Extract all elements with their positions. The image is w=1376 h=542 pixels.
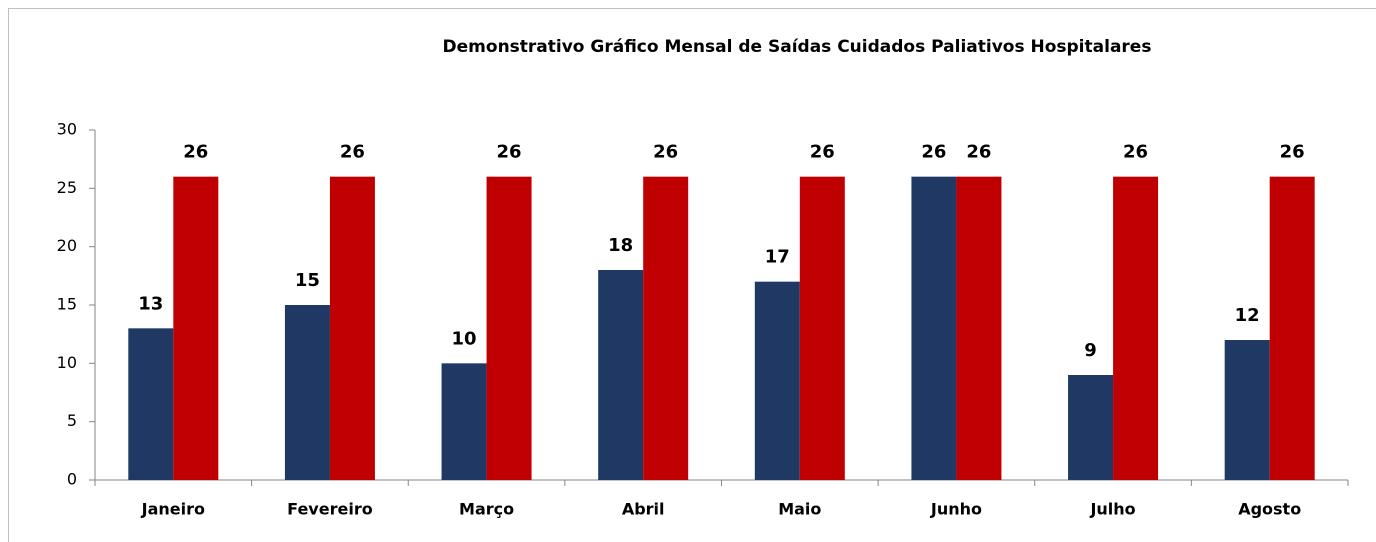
data-label: 26 (921, 142, 946, 163)
y-tick-label: 5 (67, 411, 77, 430)
bar (1224, 340, 1270, 480)
bar (754, 281, 800, 480)
data-label: 26 (183, 142, 208, 163)
bar (911, 176, 957, 480)
data-label: 26 (497, 142, 522, 163)
data-label: 17 (765, 247, 790, 268)
data-label: 26 (966, 142, 991, 163)
chart-frame (8, 8, 1376, 542)
y-tick-label: 20 (57, 236, 77, 255)
data-label: 12 (1235, 305, 1260, 326)
x-tick-label: Junho (930, 500, 982, 519)
data-label: 26 (340, 142, 365, 163)
y-tick-label: 15 (57, 295, 77, 314)
data-label: 26 (1123, 142, 1148, 163)
y-tick-label: 10 (57, 353, 77, 372)
x-tick-label: Fevereiro (287, 500, 373, 519)
chart-title: Demonstrativo Gráfico Mensal de Saídas C… (443, 37, 1152, 57)
x-tick-label: Abril (622, 500, 665, 519)
data-label: 26 (1280, 142, 1305, 163)
y-tick-label: 30 (57, 120, 77, 139)
x-tick-label: Janeiro (141, 500, 205, 519)
bar (284, 305, 330, 480)
bar (128, 328, 174, 480)
data-label: 26 (810, 142, 835, 163)
bar (1068, 375, 1114, 480)
y-tick-label: 25 (57, 178, 77, 197)
bar (956, 176, 1002, 480)
bar (441, 363, 487, 480)
bar (643, 176, 689, 480)
x-tick-label: Março (459, 500, 514, 519)
bar (799, 176, 845, 480)
x-tick-label: Maio (778, 500, 821, 519)
data-label: 9 (1084, 340, 1097, 361)
data-label: 10 (452, 328, 477, 349)
x-tick-label: Agosto (1238, 500, 1301, 519)
y-tick-label: 0 (67, 470, 77, 489)
data-label: 18 (608, 235, 633, 256)
data-label: 13 (138, 293, 163, 314)
bar (173, 176, 219, 480)
x-tick-label: Julho (1089, 500, 1135, 519)
bar (486, 176, 532, 480)
bar (1113, 176, 1159, 480)
data-label: 26 (653, 142, 678, 163)
bar (1269, 176, 1315, 480)
bar (329, 176, 375, 480)
data-label: 15 (295, 270, 320, 291)
bar (598, 270, 644, 480)
